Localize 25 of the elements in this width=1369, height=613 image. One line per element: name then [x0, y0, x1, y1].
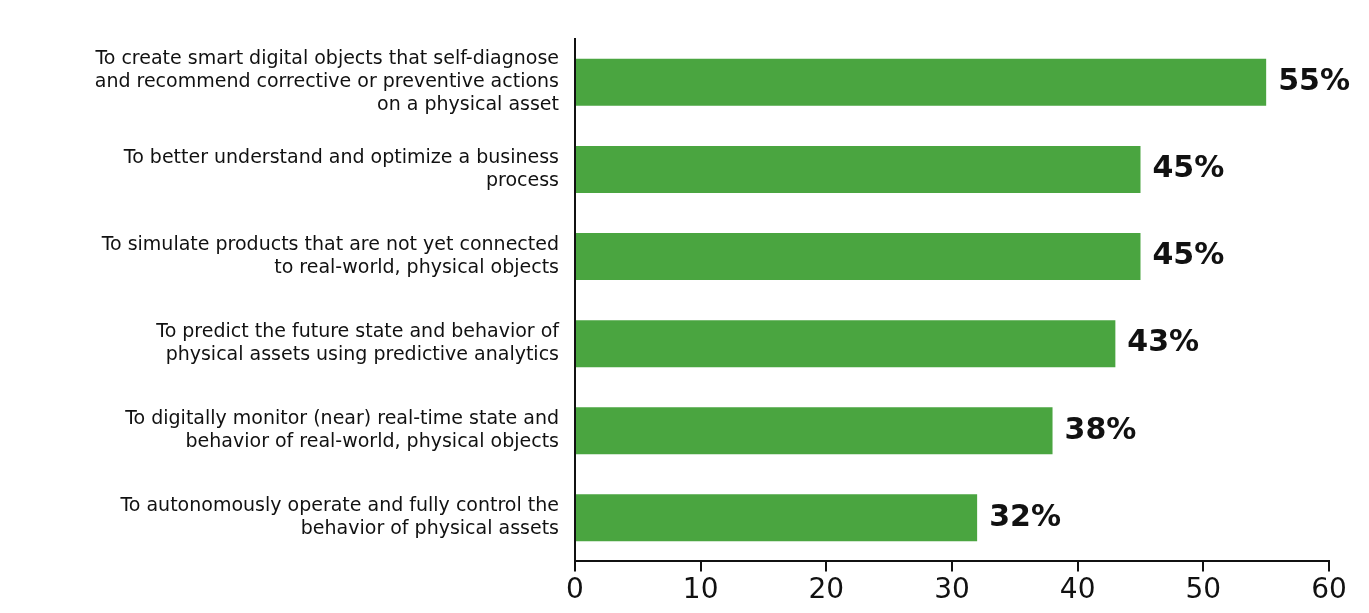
- data-label: 45%: [1152, 149, 1225, 185]
- bar: [576, 320, 1116, 368]
- bar: [576, 145, 1141, 193]
- data-label: 43%: [1127, 323, 1200, 359]
- x-tick-label: 10: [682, 572, 719, 606]
- bar: [576, 233, 1141, 281]
- y-tick-label: To predict the future state and behavior of physical assets using predictive analytics: [155, 319, 561, 364]
- x-tick-label: 50: [1185, 572, 1222, 606]
- x-tick-label: 20: [808, 572, 845, 606]
- x-tick-label: 60: [1311, 572, 1347, 606]
- y-tick-label: To digitally monitor (near) real-time state and behavior of real-world, physical objects: [124, 406, 559, 452]
- bar: [576, 407, 1053, 455]
- x-tick-label: 30: [934, 572, 970, 606]
- y-tick-label: To simulate products that are not yet connected to real-world, physical objects: [100, 232, 559, 277]
- data-label: 55%: [1278, 62, 1350, 98]
- y-tick-label: To create smart digital objects that self-diagnose and recommend corrective or preventive actions on a physical asset: [94, 46, 559, 115]
- y-tick-label: To autonomously operate and fully control the behavior of physical assets: [119, 493, 559, 539]
- x-tick-label: 40: [1059, 572, 1096, 606]
- bar: [576, 494, 978, 542]
- data-label: 32%: [989, 497, 1061, 533]
- bar: [576, 58, 1267, 106]
- data-label: 45%: [1152, 236, 1225, 272]
- x-tick-label: 0: [566, 572, 584, 606]
- data-label: 38%: [1064, 410, 1137, 446]
- y-tick-label: To better understand and optimize a business process: [122, 144, 559, 190]
